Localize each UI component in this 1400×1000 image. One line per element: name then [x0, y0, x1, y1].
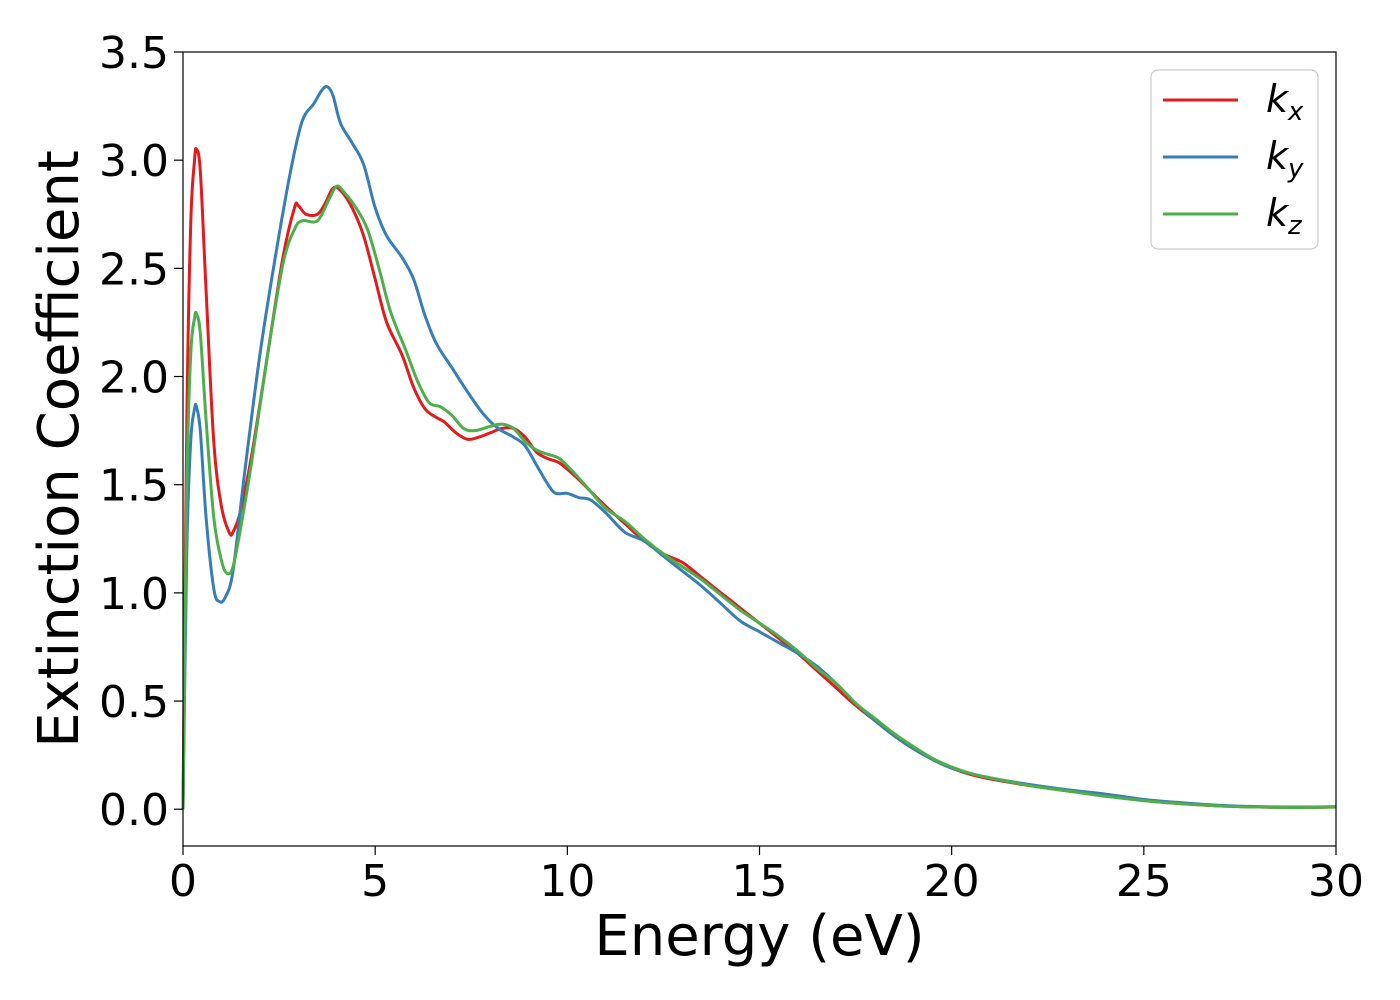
x-tick-label: 0: [169, 856, 197, 907]
x-tick-label: 30: [1308, 856, 1364, 907]
y-tick-label: 0.5: [99, 677, 169, 728]
x-tick-label: 5: [361, 856, 389, 907]
y-axis-label: Extinction Coefficient: [27, 150, 92, 748]
y-tick-label: 3.0: [99, 136, 169, 187]
legend: kx ky kz: [1150, 69, 1319, 250]
legend-label-k-z: kz: [1266, 191, 1303, 241]
x-tick-label: 10: [539, 856, 595, 907]
x-tick-label: 15: [732, 856, 788, 907]
series-line-k-z: [181, 184, 1337, 810]
x-tick-label: 25: [1116, 856, 1172, 907]
legend-label-k-x: kx: [1266, 77, 1304, 127]
y-tick-label: 3.5: [99, 28, 169, 79]
y-tick-label: 0.0: [99, 785, 169, 836]
y-tick-label: 1.0: [99, 569, 169, 620]
series-layer: [181, 84, 1337, 810]
y-tick-label: 2.0: [99, 353, 169, 404]
x-tick-label: 20: [924, 856, 980, 907]
y-axis: 0.0 0.5 1.0 1.5 2.0 2.5 3.0 3.5: [99, 28, 183, 836]
y-tick-label: 2.5: [99, 244, 169, 295]
legend-label-k-y: ky: [1266, 134, 1304, 184]
legend-box: [1150, 69, 1319, 250]
x-axis: 0 5 10 15 20 25 30: [169, 846, 1364, 907]
y-tick-label: 1.5: [99, 461, 169, 512]
x-axis-label: Energy (eV): [594, 904, 924, 969]
